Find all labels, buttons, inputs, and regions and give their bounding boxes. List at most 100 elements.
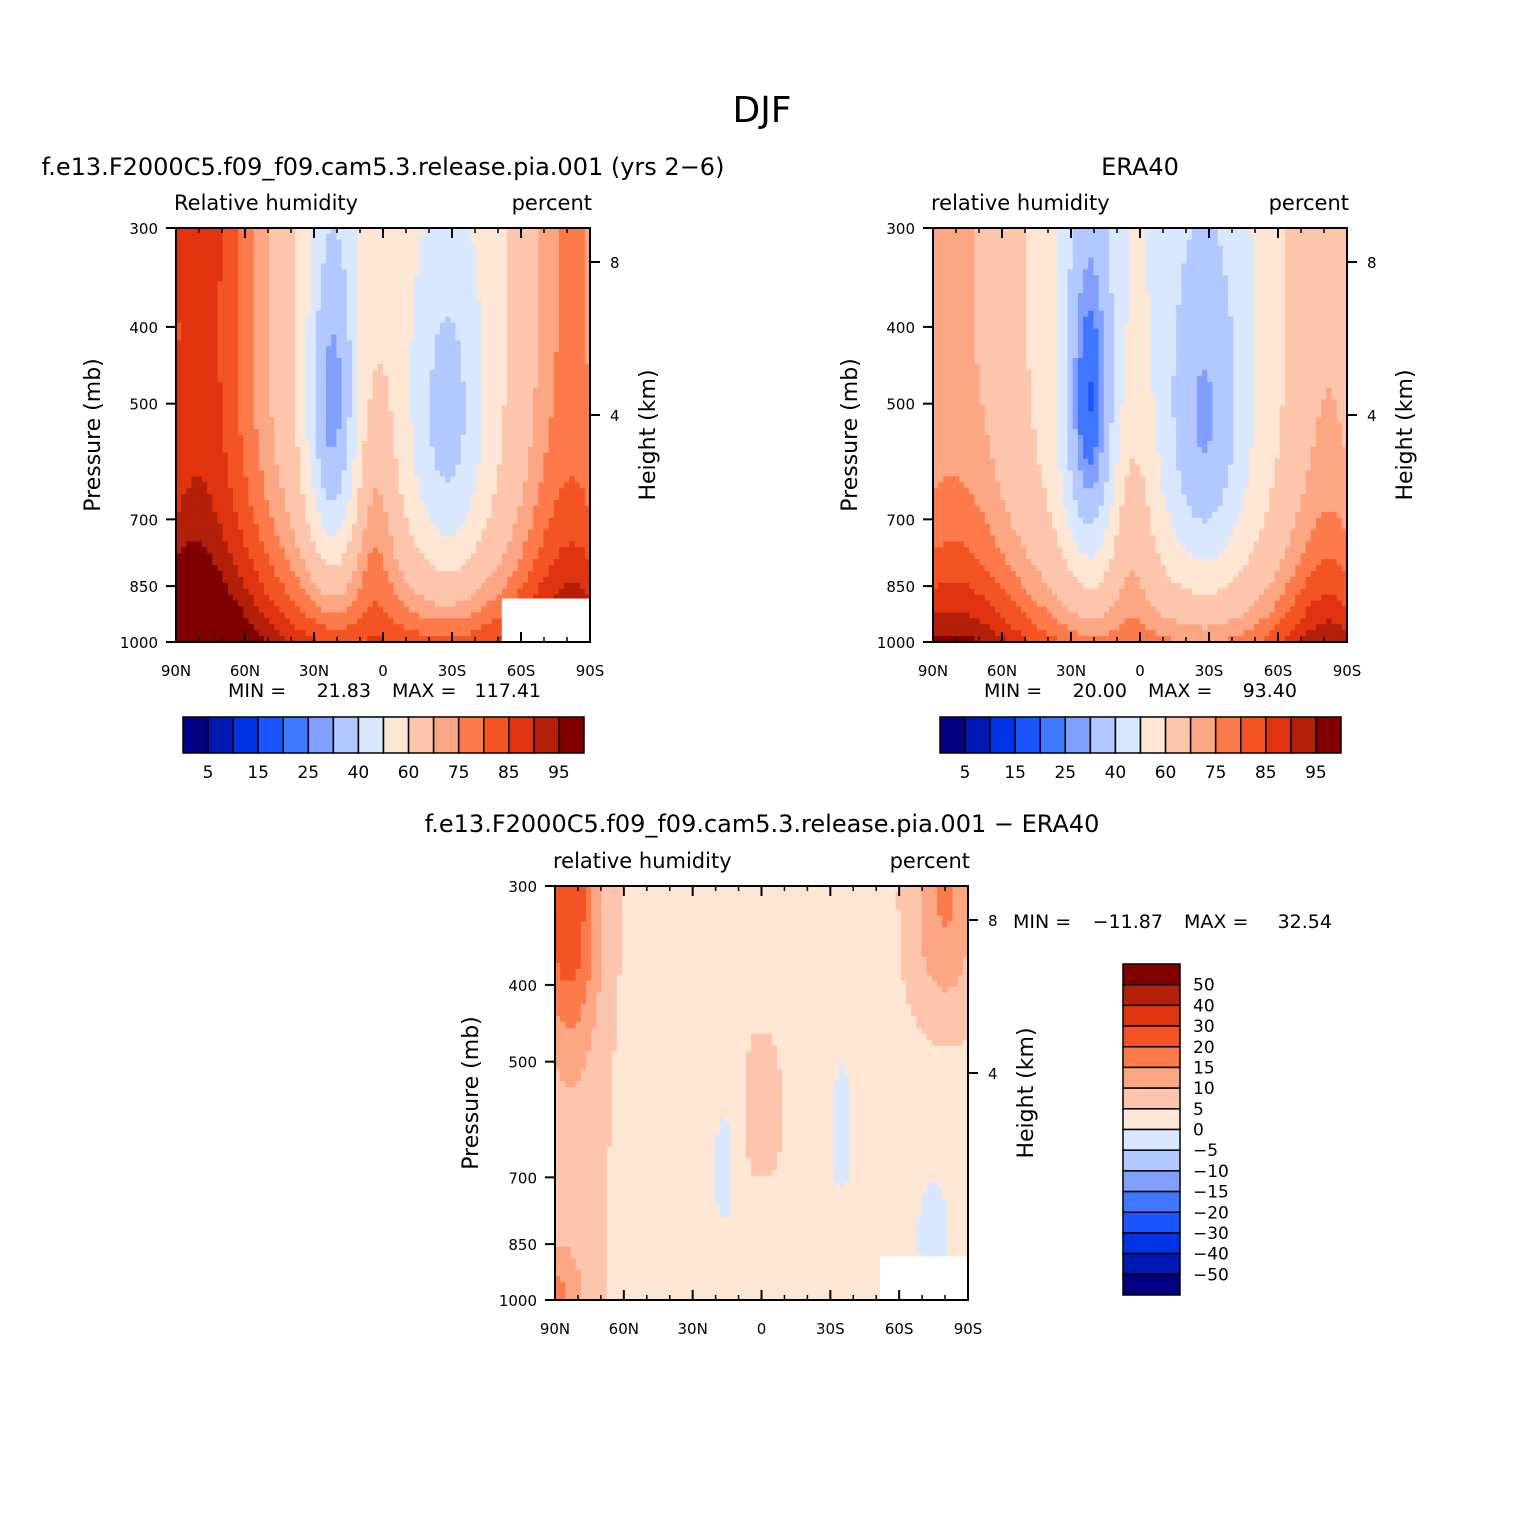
contour-cell	[574, 322, 581, 330]
contour-cell	[579, 565, 586, 572]
contour-cell	[476, 435, 482, 442]
contour-cell	[527, 298, 534, 306]
contour-cell	[553, 316, 560, 324]
contour-cell	[289, 494, 296, 501]
contour-cell	[310, 511, 317, 519]
contour-cell	[527, 399, 534, 407]
contour-cell	[434, 387, 441, 395]
contour-cell	[279, 559, 286, 566]
contour-cell	[341, 571, 348, 578]
contour-cell	[300, 494, 306, 501]
contour-cell	[558, 523, 565, 531]
contour-cell	[507, 281, 513, 288]
contour-cell	[564, 458, 570, 466]
contour-cell	[279, 239, 286, 247]
contour-cell	[553, 251, 560, 259]
contour-cell	[465, 494, 472, 501]
contour-cell	[486, 541, 493, 548]
contour-cell	[367, 328, 374, 336]
contour-cell	[414, 505, 420, 513]
contour-cell	[207, 411, 213, 418]
contour-cell	[181, 429, 187, 436]
contour-cell	[362, 239, 369, 247]
contour-cell	[553, 440, 560, 448]
contour-cell	[212, 233, 218, 241]
contour-cell	[527, 257, 534, 265]
contour-cell	[450, 263, 457, 270]
contour-cell	[232, 464, 239, 472]
contour-cell	[289, 440, 296, 448]
contour-cell	[362, 588, 369, 596]
contour-cell	[569, 411, 576, 418]
contour-cell	[258, 571, 265, 578]
contour-cell	[383, 281, 389, 288]
contour-cell	[176, 458, 182, 466]
contour-cell	[207, 470, 213, 477]
contour-cell	[496, 500, 503, 507]
contour-cell	[253, 565, 260, 572]
contour-cell	[315, 440, 322, 448]
contour-cell	[533, 582, 539, 590]
contour-cell	[315, 387, 322, 395]
contour-cell	[564, 298, 570, 306]
contour-cell	[543, 505, 550, 513]
contour-cell	[548, 364, 555, 371]
contour-cell	[341, 310, 348, 318]
contour-cell	[367, 399, 374, 407]
contour-cell	[558, 446, 565, 454]
contour-cell	[403, 399, 410, 407]
contour-cell	[222, 547, 229, 554]
contour-cell	[201, 559, 208, 566]
contour-cell	[181, 417, 187, 424]
contour-cell	[222, 375, 229, 383]
contour-cell	[564, 358, 570, 365]
contour-cell	[553, 582, 560, 590]
contour-cell	[527, 588, 534, 596]
contour-cell	[253, 470, 260, 477]
contour-cell	[186, 281, 193, 288]
contour-cell	[558, 505, 565, 513]
contour-cell	[300, 576, 306, 584]
contour-cell	[274, 310, 281, 318]
contour-cell	[564, 541, 570, 548]
contour-cell	[305, 464, 312, 472]
contour-cell	[300, 257, 306, 265]
contour-cell	[434, 535, 441, 543]
contour-cell	[300, 440, 306, 448]
contour-cell	[336, 375, 343, 383]
contour-cell	[196, 505, 203, 513]
contour-cell	[470, 298, 477, 306]
contour-cell	[357, 429, 363, 436]
contour-cell	[181, 529, 187, 537]
contour-cell	[434, 547, 441, 554]
contour-cell	[429, 334, 436, 341]
contour-cell	[212, 559, 218, 566]
contour-cell	[429, 523, 436, 531]
contour-cell	[388, 275, 394, 282]
contour-cell	[269, 358, 275, 365]
contour-cell	[424, 239, 431, 247]
contour-cell	[522, 316, 529, 324]
contour-cell	[248, 281, 255, 288]
contour-cell	[481, 458, 488, 466]
contour-cell	[295, 233, 301, 241]
contour-cell	[512, 298, 519, 306]
contour-cell	[331, 594, 338, 602]
contour-cell	[258, 505, 265, 513]
contour-cell	[269, 293, 275, 300]
contour-cell	[284, 559, 291, 566]
contour-cell	[305, 251, 312, 259]
contour-cell	[295, 411, 301, 418]
contour-cell	[388, 228, 394, 235]
contour-cell	[310, 340, 317, 347]
contour-cell	[408, 310, 415, 318]
contour-cell	[253, 405, 260, 412]
contour-cell	[207, 517, 213, 525]
contour-cell	[419, 553, 425, 560]
contour-cell	[222, 571, 229, 578]
contour-cell	[341, 239, 348, 247]
contour-cell	[507, 275, 513, 282]
contour-cell	[284, 440, 291, 448]
contour-cell	[522, 393, 529, 401]
contour-cell	[388, 565, 394, 572]
